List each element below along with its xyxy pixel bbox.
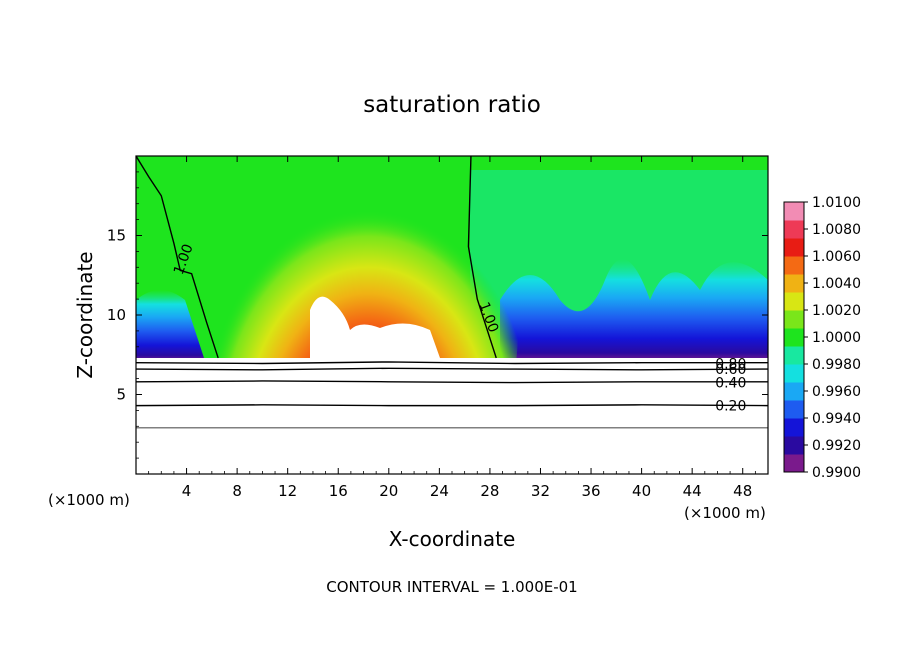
y-axis-ticks: 5 10 15 (107, 171, 768, 459)
x-tick-label: 32 (531, 482, 550, 500)
colorbar-swatch (784, 328, 804, 347)
contour-line (136, 367, 768, 371)
x-tick-label: 36 (581, 482, 600, 500)
contour-line (136, 361, 768, 365)
x-tick-label: 44 (683, 482, 702, 500)
colorbar-swatch (784, 256, 804, 275)
colorbar-label: 1.0040 (812, 276, 861, 292)
x-tick-label: 12 (278, 482, 297, 500)
colorbar-label: 1.0060 (812, 249, 861, 265)
colorbar-swatch (784, 274, 804, 293)
colorbar-label: 0.9900 (812, 465, 861, 481)
contour-line (136, 156, 219, 359)
y-tick-label: 5 (116, 386, 126, 404)
colorbar-swatch (784, 292, 804, 311)
colorbar-swatch (784, 310, 804, 329)
contour-label: 0.80 (715, 356, 746, 372)
y-tick-label: 15 (107, 227, 126, 245)
x-axis-label: X-coordinate (389, 527, 516, 551)
colorbar-swatch (784, 220, 804, 239)
contour-label: 0.20 (715, 399, 746, 415)
left-blue-band (136, 290, 205, 361)
colorbar-label: 1.0100 (812, 195, 861, 211)
colorbar-swatch (784, 382, 804, 401)
y-axis-label: Z-coordinate (73, 251, 97, 378)
colorbar-swatch (784, 346, 804, 365)
contour-line (136, 404, 768, 407)
lower-white-region (136, 358, 768, 474)
contour-label: 0.40 (715, 376, 746, 392)
right-blue-band (500, 259, 768, 361)
contour-label: 0.60 (715, 362, 746, 378)
colorbar-label: 1.0080 (812, 222, 861, 238)
saturated-core (310, 296, 440, 358)
x-tick-label: 40 (632, 482, 651, 500)
contour-lines: 1.001.000.800.600.400.20 (136, 156, 768, 429)
contour-line (136, 380, 768, 384)
x-unit-right: (×1000 m) (684, 504, 766, 522)
x-tick-label: 24 (430, 482, 449, 500)
colorbar-label: 0.9940 (812, 411, 861, 427)
colorbar: 1.0100 1.0080 1.0060 1.0040 1.0020 1.0000 0.99… (783, 195, 861, 481)
x-tick-label: 8 (232, 482, 242, 500)
x-tick-label: 48 (733, 482, 752, 500)
colorbar-swatch (784, 238, 804, 257)
colorbar-swatch (784, 202, 804, 221)
x-tick-label: 4 (182, 482, 192, 500)
x-tick-label: 20 (379, 482, 398, 500)
x-unit-left: (×1000 m) (48, 491, 130, 509)
colorbar-label: 1.0000 (812, 330, 861, 346)
x-tick-label: 16 (329, 482, 348, 500)
y-tick-label: 10 (107, 306, 126, 324)
colorbar-label: 1.0020 (812, 303, 861, 319)
colorbar-label: 0.9960 (812, 384, 861, 400)
x-axis-ticks: 4 8 12 16 20 24 28 32 36 40 44 48 (148, 156, 756, 500)
colorbar-swatch (784, 364, 804, 383)
x-tick-label: 28 (480, 482, 499, 500)
colorbar-label: 0.9980 (812, 357, 861, 373)
colorbar-swatch (784, 436, 804, 455)
colorbar-label: 0.9920 (812, 438, 861, 454)
contour-interval-footer: CONTOUR INTERVAL = 1.000E-01 (326, 578, 577, 596)
colorbar-swatch (784, 418, 804, 437)
heatmap-field (136, 156, 768, 474)
colorbar-swatch (784, 400, 804, 419)
chart-title: saturation ratio (363, 92, 541, 118)
contour-line (467, 156, 497, 359)
colorbar-swatch (784, 454, 804, 473)
